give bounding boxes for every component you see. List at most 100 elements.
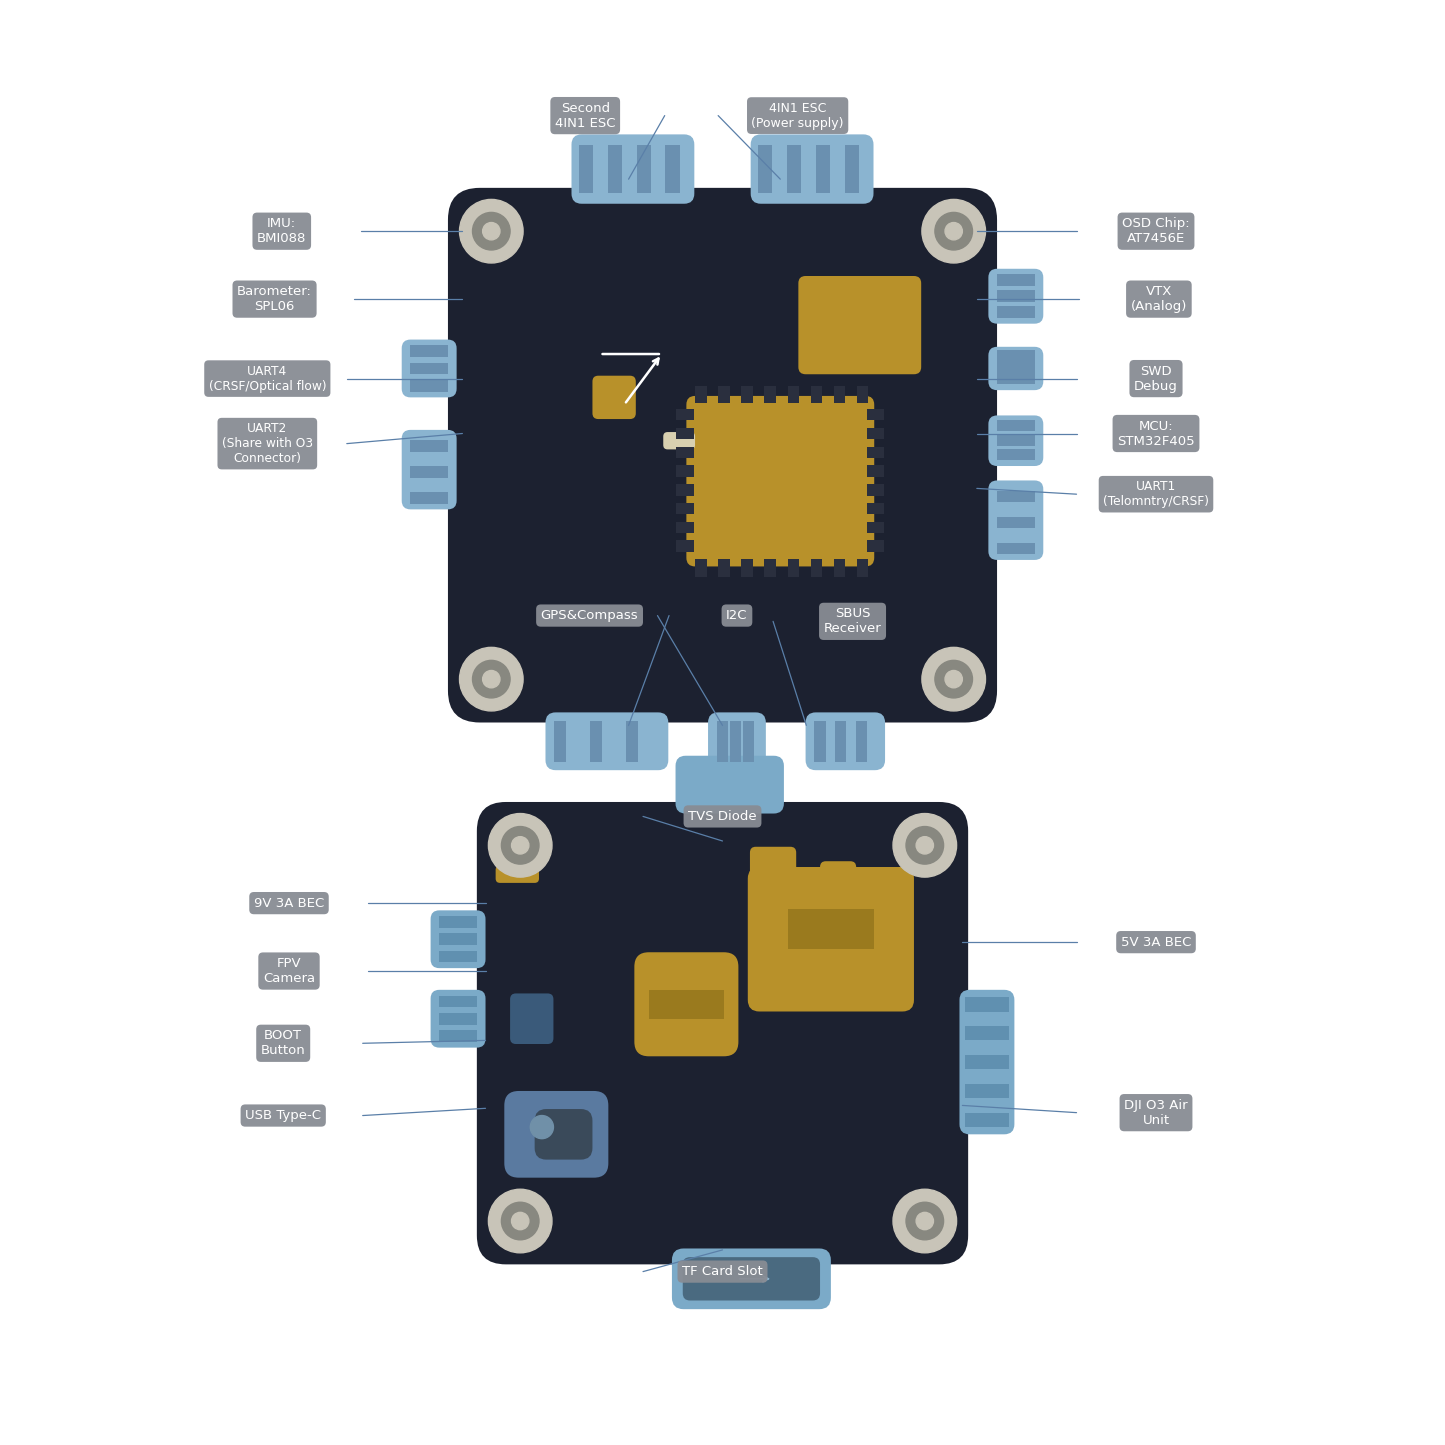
Bar [788, 386, 799, 403]
Bar [867, 484, 884, 496]
Text: UART2
(Share with O3
Connector): UART2 (Share with O3 Connector) [221, 422, 314, 465]
Circle shape [906, 827, 944, 864]
Bar [834, 386, 845, 403]
Text: Second
4IN1 ESC: Second 4IN1 ESC [555, 101, 616, 130]
Text: 5V 3A BEC: 5V 3A BEC [1121, 936, 1191, 948]
Circle shape [473, 660, 510, 698]
Bar [997, 306, 1035, 318]
FancyBboxPatch shape [873, 906, 905, 935]
Bar [867, 465, 884, 477]
Bar [997, 434, 1035, 445]
Bar [439, 1030, 477, 1042]
Bar [845, 144, 860, 194]
FancyBboxPatch shape [683, 1257, 821, 1301]
Bar [676, 484, 694, 496]
FancyBboxPatch shape [959, 990, 1014, 1134]
Bar [811, 386, 822, 403]
Text: IMU:
BMI088: IMU: BMI088 [257, 217, 306, 246]
FancyBboxPatch shape [545, 712, 668, 770]
Bar [759, 144, 773, 194]
Circle shape [906, 1202, 944, 1240]
FancyBboxPatch shape [431, 990, 486, 1048]
Bar [410, 380, 448, 392]
Bar [627, 721, 639, 762]
Bar [965, 1113, 1009, 1127]
Circle shape [922, 199, 985, 263]
FancyBboxPatch shape [402, 340, 457, 397]
Bar [857, 386, 868, 403]
Bar [815, 721, 827, 762]
Bar [997, 490, 1035, 501]
Text: 4IN1 ESC
(Power supply): 4IN1 ESC (Power supply) [751, 101, 844, 130]
Bar [439, 951, 477, 962]
FancyBboxPatch shape [572, 134, 695, 204]
Text: MCU:
STM32F405: MCU: STM32F405 [1117, 419, 1195, 448]
Text: SWD
Debug: SWD Debug [1134, 364, 1178, 393]
Bar [439, 933, 477, 945]
Bar [997, 448, 1035, 460]
Bar [965, 1055, 1009, 1069]
Circle shape [512, 1212, 529, 1230]
Circle shape [945, 670, 962, 688]
Bar [835, 721, 847, 762]
FancyBboxPatch shape [535, 1110, 592, 1159]
Bar [816, 144, 831, 194]
FancyBboxPatch shape [806, 712, 884, 770]
Text: TF Card Slot: TF Card Slot [682, 1266, 763, 1277]
Bar [997, 290, 1035, 302]
Bar [965, 1084, 1009, 1098]
Bar [867, 447, 884, 458]
Bar [764, 559, 776, 577]
Bar [764, 386, 776, 403]
Bar [855, 721, 867, 762]
Bar [997, 542, 1035, 553]
Bar [676, 503, 694, 514]
Bar [867, 540, 884, 552]
Bar [676, 428, 694, 439]
Bar [649, 990, 724, 1019]
Bar [608, 144, 623, 194]
Circle shape [530, 1116, 553, 1139]
Bar [410, 439, 448, 451]
Bar [676, 409, 694, 420]
Circle shape [935, 660, 972, 698]
FancyBboxPatch shape [708, 712, 766, 770]
Bar [867, 409, 884, 420]
Bar [410, 363, 448, 374]
Bar [676, 447, 694, 458]
Text: USB Type-C: USB Type-C [246, 1110, 321, 1121]
Circle shape [935, 212, 972, 250]
Circle shape [488, 814, 552, 877]
Circle shape [460, 647, 523, 711]
Bar [439, 996, 477, 1007]
FancyBboxPatch shape [496, 866, 539, 883]
FancyBboxPatch shape [749, 867, 913, 1012]
Bar [997, 350, 1035, 361]
Bar [439, 916, 477, 928]
Text: 9V 3A BEC: 9V 3A BEC [254, 897, 324, 909]
Bar [695, 559, 707, 577]
Circle shape [488, 1189, 552, 1253]
FancyBboxPatch shape [798, 276, 922, 374]
Bar [439, 1013, 477, 1025]
Bar [867, 503, 884, 514]
Bar [788, 144, 802, 194]
Circle shape [945, 223, 962, 240]
Bar [997, 373, 1035, 384]
Text: DJI O3 Air
Unit: DJI O3 Air Unit [1124, 1098, 1188, 1127]
Circle shape [483, 670, 500, 688]
Bar [997, 275, 1035, 286]
Circle shape [893, 1189, 957, 1253]
Bar [676, 465, 694, 477]
Text: UART4
(CRSF/Optical flow): UART4 (CRSF/Optical flow) [208, 364, 327, 393]
FancyBboxPatch shape [431, 910, 486, 968]
Circle shape [916, 1212, 933, 1230]
Text: SBUS
Receiver: SBUS Receiver [824, 607, 881, 636]
Circle shape [483, 223, 500, 240]
Bar [788, 559, 799, 577]
Bar [834, 559, 845, 577]
FancyBboxPatch shape [751, 134, 873, 204]
Text: UART1
(Telomntry/CRSF): UART1 (Telomntry/CRSF) [1103, 480, 1209, 509]
Circle shape [501, 1202, 539, 1240]
FancyBboxPatch shape [663, 432, 695, 449]
